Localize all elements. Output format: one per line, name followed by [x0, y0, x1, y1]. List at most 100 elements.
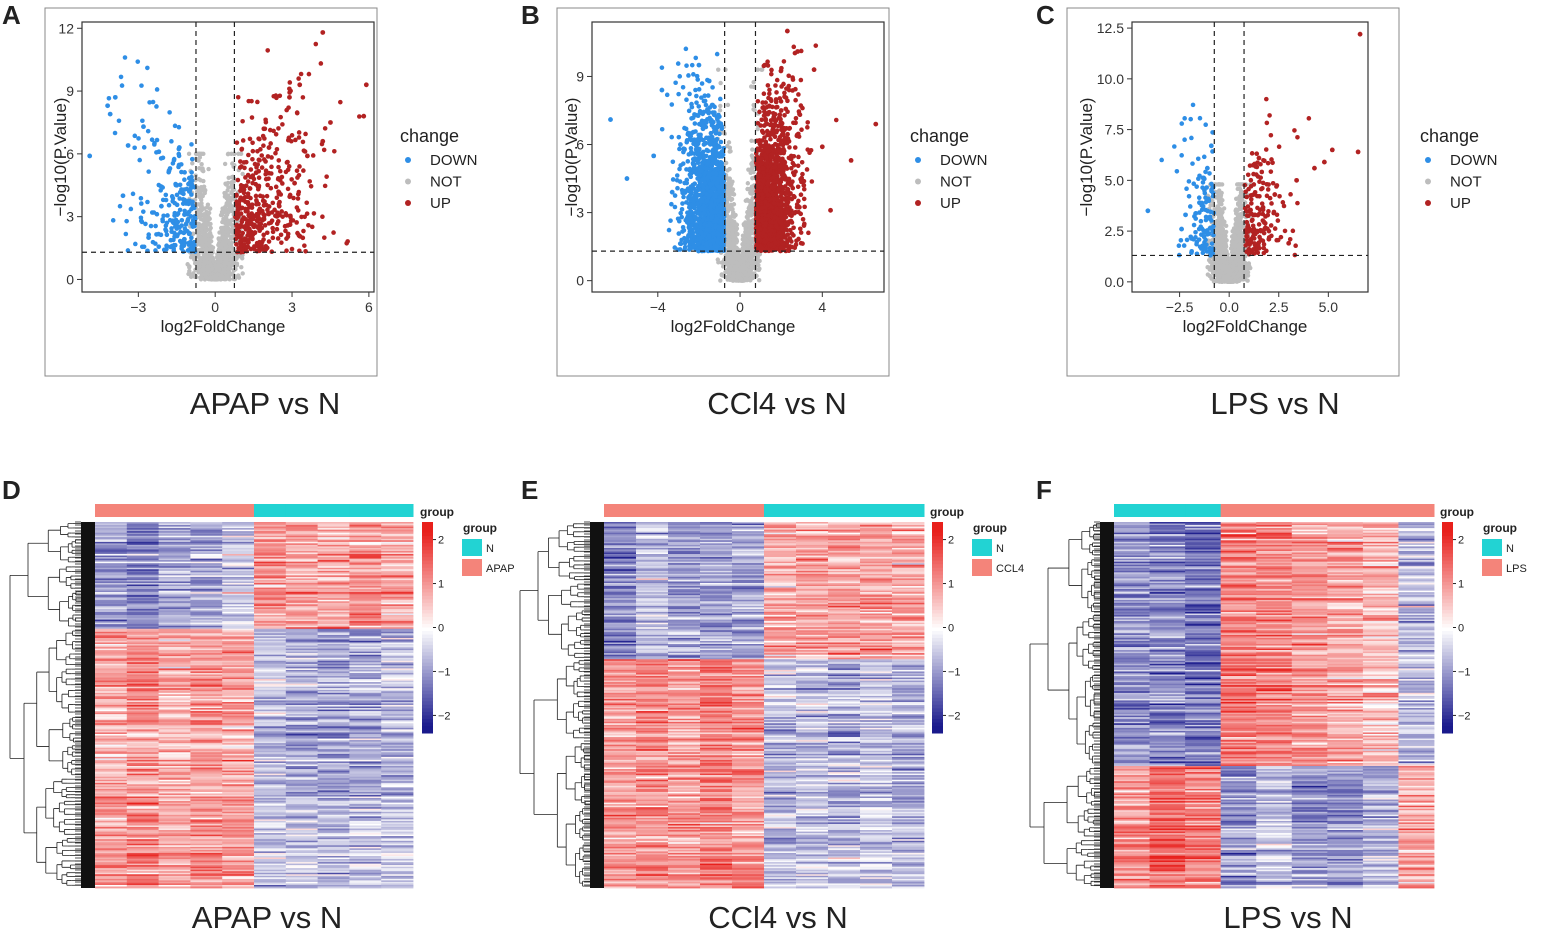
- point-up: [255, 99, 260, 105]
- point-up: [251, 176, 257, 182]
- point-not: [226, 193, 231, 198]
- point-not: [236, 151, 241, 157]
- point-up: [264, 202, 269, 208]
- point-down: [185, 216, 191, 222]
- point-up: [275, 236, 281, 241]
- point-down: [717, 189, 722, 194]
- point-not: [716, 67, 721, 72]
- point-down: [138, 201, 144, 206]
- point-down: [151, 210, 157, 215]
- point-down: [684, 200, 689, 205]
- point-down: [676, 134, 682, 140]
- point-not: [750, 261, 756, 266]
- point-up: [247, 186, 253, 191]
- x-tick-label: 0: [211, 299, 219, 315]
- point-down: [112, 130, 118, 136]
- point-not: [730, 210, 736, 215]
- point-up: [244, 183, 249, 189]
- point-not: [200, 217, 206, 223]
- point-down: [704, 135, 709, 141]
- point-up: [320, 138, 326, 144]
- point-not: [218, 212, 224, 218]
- y-tick-label: 12: [58, 20, 74, 36]
- point-up: [269, 155, 274, 160]
- point-down: [711, 124, 716, 130]
- point-up: [245, 179, 251, 184]
- point-down: [153, 223, 158, 229]
- point-down: [706, 195, 711, 200]
- point-up: [235, 214, 241, 220]
- point-down: [178, 229, 183, 235]
- point-up: [261, 126, 267, 132]
- point-up: [259, 239, 265, 245]
- point-up: [265, 182, 270, 188]
- point-up: [239, 164, 244, 169]
- point-up: [256, 184, 262, 190]
- point-down: [719, 221, 725, 226]
- point-not: [239, 264, 244, 270]
- point-up: [306, 71, 312, 77]
- point-down: [686, 73, 691, 78]
- point-not: [748, 170, 753, 175]
- point-up: [266, 210, 271, 216]
- point-down: [112, 94, 118, 100]
- point-not: [744, 277, 750, 283]
- point-down: [670, 159, 676, 165]
- point-not: [216, 236, 221, 241]
- point-up: [285, 167, 291, 173]
- point-down: [689, 116, 694, 121]
- point-not: [222, 256, 228, 262]
- point-down: [141, 124, 146, 130]
- point-down: [708, 135, 714, 140]
- panel-frame: [44, 7, 378, 377]
- point-down: [714, 51, 720, 57]
- point-up: [302, 243, 307, 248]
- point-not: [734, 222, 739, 227]
- point-not: [731, 192, 736, 197]
- point-not: [201, 271, 206, 277]
- point-down: [691, 234, 697, 239]
- point-down: [675, 185, 680, 191]
- point-up: [277, 168, 283, 174]
- point-up: [277, 212, 283, 218]
- point-down: [122, 55, 128, 60]
- point-up: [297, 82, 303, 88]
- point-down: [149, 137, 155, 143]
- point-not: [727, 216, 733, 221]
- point-not: [240, 171, 245, 177]
- point-down: [692, 181, 698, 187]
- point-up: [299, 214, 304, 220]
- point-not: [198, 227, 204, 232]
- point-up: [294, 168, 300, 174]
- point-not: [725, 102, 731, 108]
- point-up: [273, 184, 279, 190]
- point-not: [207, 206, 213, 211]
- point-up: [313, 41, 319, 47]
- point-down: [719, 149, 725, 154]
- point-up: [248, 167, 254, 172]
- point-not: [228, 203, 234, 208]
- point-not: [219, 225, 224, 231]
- point-up: [235, 94, 241, 100]
- point-not: [736, 267, 741, 273]
- point-up: [240, 118, 245, 124]
- point-up: [274, 221, 280, 227]
- point-down: [179, 217, 185, 223]
- point-up: [243, 226, 249, 232]
- point-not: [749, 212, 754, 217]
- point-up: [274, 226, 280, 232]
- point-not: [759, 67, 764, 72]
- point-not: [208, 232, 213, 237]
- point-not: [731, 239, 736, 245]
- point-not: [717, 108, 723, 113]
- point-not: [204, 253, 209, 259]
- x-tick-label: 3: [288, 299, 296, 315]
- point-down: [132, 145, 137, 151]
- x-tick-label: −3: [130, 299, 146, 315]
- point-down: [709, 215, 715, 220]
- point-down: [702, 98, 708, 104]
- point-up: [261, 143, 266, 148]
- point-not: [745, 186, 750, 192]
- point-up: [255, 219, 260, 224]
